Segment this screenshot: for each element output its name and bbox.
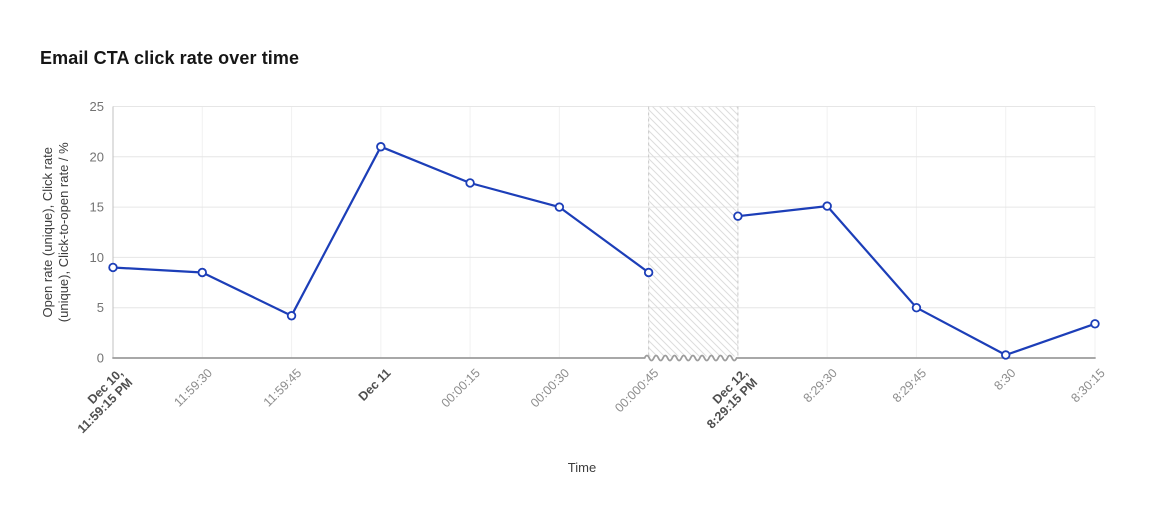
x-tick-label: 8:29:30 [801, 366, 840, 405]
x-tick-label: Dec 10,11:59:15 PM [65, 366, 135, 436]
data-point-marker[interactable] [286, 311, 297, 321]
y-axis-title: Open rate (unique), Click rate(unique), … [40, 142, 71, 322]
chart-title: Email CTA click rate over time [40, 48, 300, 68]
x-tick-label: Dec 12,8:29:15 PM [695, 366, 761, 432]
data-point-marker[interactable] [554, 202, 565, 212]
data-point-marker[interactable] [643, 267, 654, 278]
x-axis-line [112, 354, 1096, 362]
x-tick-label: Dec 11 [356, 366, 394, 404]
x-axis-title: Time [568, 460, 596, 475]
y-tick-label: 0 [97, 351, 104, 366]
data-point-marker[interactable] [465, 178, 475, 188]
y-tick-label: 15 [90, 200, 104, 215]
y-tick-label: 20 [90, 149, 104, 164]
x-tick-label: 11:59:45 [261, 366, 305, 410]
axis-break-region [648, 106, 738, 357]
x-tick-label: 8:29:45 [890, 366, 929, 405]
data-point-marker[interactable] [376, 142, 386, 152]
data-point-marker[interactable] [733, 211, 743, 221]
data-point-marker[interactable] [108, 262, 118, 273]
data-point-marker[interactable] [1001, 350, 1011, 360]
y-tick-label: 5 [97, 300, 104, 315]
y-tick-label: 25 [90, 99, 104, 114]
data-point-marker[interactable] [911, 303, 922, 313]
x-tick-label: 00:000:45 [612, 366, 661, 415]
x-tick-label: 00:00:15 [439, 366, 483, 410]
x-tick-label: 8:30:15 [1068, 366, 1107, 405]
y-tick-label: 10 [90, 250, 104, 265]
data-point-marker[interactable] [822, 201, 832, 211]
x-tick-label: 11:59:30 [171, 366, 215, 410]
data-point-marker[interactable] [197, 267, 207, 278]
x-tick-label: 00:00:30 [528, 366, 572, 410]
data-point-marker[interactable] [1090, 319, 1100, 329]
x-tick-label: 8:30 [991, 366, 1018, 393]
